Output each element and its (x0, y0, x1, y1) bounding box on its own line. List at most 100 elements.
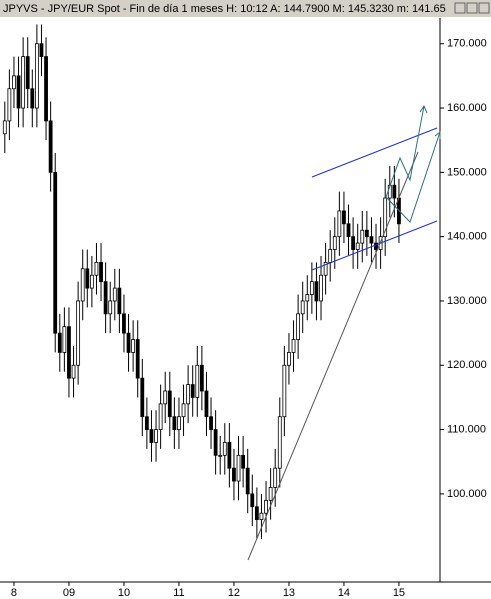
candle-body (273, 467, 278, 488)
candle-body (305, 294, 310, 302)
candle-body (232, 467, 236, 482)
candle-body (319, 274, 323, 302)
candle-body (89, 274, 94, 289)
y-tick-label: 110.000 (447, 423, 486, 435)
candle-body (7, 88, 12, 122)
candle-body (282, 364, 287, 418)
arrow-head (434, 130, 441, 139)
candle-body (67, 326, 71, 379)
candle-body (94, 261, 99, 276)
candle-body (163, 390, 168, 405)
candle-body (34, 43, 39, 109)
x-tick-label: 15 (393, 587, 405, 599)
candle-body (112, 287, 117, 302)
annotations (247, 104, 441, 561)
candle-body (99, 261, 103, 283)
candle-body (355, 242, 360, 250)
candle-body (62, 326, 67, 353)
header: JPYVS - JPY/EUR Spot - Fin de día 1 mese… (3, 3, 446, 15)
candle-body (392, 184, 397, 199)
candle-body (39, 43, 44, 57)
candle-body (117, 287, 122, 315)
maximize-button[interactable] (466, 2, 478, 14)
candle-body (48, 120, 53, 173)
candle-body (268, 487, 273, 501)
y-tick-label: 150.000 (447, 166, 487, 178)
candle-body (190, 384, 195, 398)
candle-body (236, 454, 241, 482)
candle-body (144, 416, 149, 430)
x-tick-label: 12 (228, 587, 240, 599)
chart-title: JPYVS - JPY/EUR Spot - Fin de día 1 mese… (3, 3, 446, 15)
candle-body (364, 229, 369, 238)
candle-body (44, 56, 48, 122)
candle-body (369, 236, 374, 244)
candle-body (80, 268, 85, 302)
candle-body (360, 229, 365, 244)
arrow-head (419, 104, 428, 114)
candle-body (309, 281, 314, 295)
candle-body (323, 261, 328, 276)
candle-body (314, 281, 319, 302)
candle-body (383, 197, 388, 238)
candle-body (53, 171, 58, 334)
candle-body (135, 339, 140, 379)
candle-body (16, 75, 21, 109)
candle-body (131, 339, 136, 353)
x-tick-label: 10 (118, 587, 130, 599)
candle-body (213, 429, 218, 456)
candle-body (204, 390, 209, 418)
candle-body (186, 384, 191, 405)
candle-body (149, 429, 154, 443)
candle-body (241, 454, 246, 469)
x-tick-label: 14 (338, 587, 350, 599)
candle-body (222, 442, 227, 456)
channel-lower (311, 220, 438, 271)
candle-body (300, 300, 305, 315)
candle-body (2, 120, 7, 135)
y-tick-label: 100.000 (447, 488, 487, 500)
x-tick-label: 11 (173, 587, 184, 599)
candle-body (85, 268, 90, 289)
y-tick-label: 120.000 (447, 359, 487, 371)
candle-body (76, 300, 81, 366)
candle-body (277, 416, 282, 469)
candle-body (291, 339, 296, 353)
header-bar (0, 0, 491, 17)
candle-body (25, 56, 30, 90)
candle-body (158, 403, 163, 430)
candle-body (195, 364, 200, 398)
candle-body (140, 377, 145, 418)
candle-body (154, 429, 158, 443)
y-tick-label: 170.000 (447, 38, 487, 50)
x-tick-label: 8 (11, 587, 17, 599)
candle-body (296, 313, 301, 340)
candle-body (259, 512, 264, 521)
candle-body (30, 88, 35, 109)
candle-body (245, 467, 250, 495)
candle-body (287, 352, 291, 366)
minimize-button[interactable] (454, 2, 466, 14)
close-button[interactable] (478, 2, 490, 14)
candle-body (250, 493, 255, 508)
candle-body (103, 281, 108, 315)
candle-body (108, 300, 113, 315)
y-tick-label: 140.000 (447, 231, 487, 243)
y-tick-label: 160.000 (447, 102, 487, 114)
candle-body (71, 364, 76, 379)
candle-body (21, 56, 26, 109)
trend-line (247, 151, 419, 561)
candle-body (167, 390, 172, 418)
candle-body (218, 454, 223, 457)
candle-body (351, 236, 356, 250)
plot-area (2, 24, 401, 539)
candle-body (346, 223, 351, 238)
candle-body (264, 499, 268, 514)
x-tick-label: 09 (63, 587, 75, 599)
candle-body (374, 242, 378, 250)
arrow-path (385, 105, 425, 198)
candle-body (332, 236, 337, 250)
candle-body (126, 332, 131, 353)
x-tick-label: 13 (283, 587, 295, 599)
